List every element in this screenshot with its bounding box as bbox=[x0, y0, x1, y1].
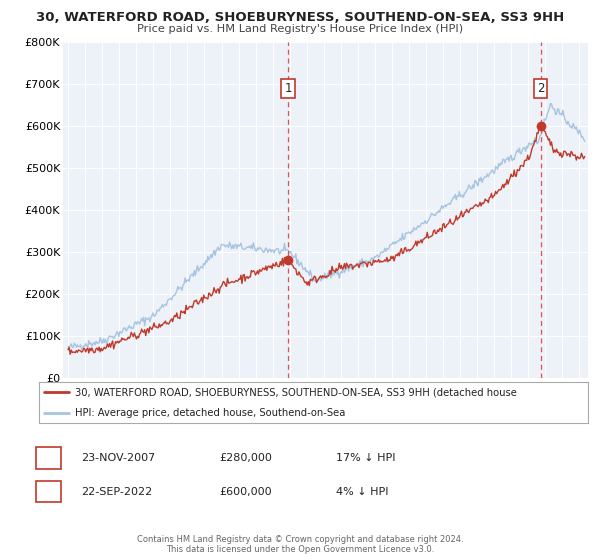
Text: 23-NOV-2007: 23-NOV-2007 bbox=[81, 453, 155, 463]
Text: 2: 2 bbox=[537, 82, 545, 95]
Text: HPI: Average price, detached house, Southend-on-Sea: HPI: Average price, detached house, Sout… bbox=[74, 408, 345, 418]
Text: 22-SEP-2022: 22-SEP-2022 bbox=[81, 487, 152, 497]
Text: 1: 1 bbox=[45, 453, 52, 463]
Text: 30, WATERFORD ROAD, SHOEBURYNESS, SOUTHEND-ON-SEA, SS3 9HH (detached house: 30, WATERFORD ROAD, SHOEBURYNESS, SOUTHE… bbox=[74, 387, 517, 397]
Text: Contains HM Land Registry data © Crown copyright and database right 2024.
This d: Contains HM Land Registry data © Crown c… bbox=[137, 535, 463, 554]
Text: Price paid vs. HM Land Registry's House Price Index (HPI): Price paid vs. HM Land Registry's House … bbox=[137, 24, 463, 34]
Text: £600,000: £600,000 bbox=[219, 487, 272, 497]
Text: 4% ↓ HPI: 4% ↓ HPI bbox=[336, 487, 389, 497]
Text: 17% ↓ HPI: 17% ↓ HPI bbox=[336, 453, 395, 463]
Text: 2: 2 bbox=[45, 487, 52, 497]
Text: 30, WATERFORD ROAD, SHOEBURYNESS, SOUTHEND-ON-SEA, SS3 9HH: 30, WATERFORD ROAD, SHOEBURYNESS, SOUTHE… bbox=[36, 11, 564, 24]
Text: 1: 1 bbox=[284, 82, 292, 95]
Text: £280,000: £280,000 bbox=[219, 453, 272, 463]
